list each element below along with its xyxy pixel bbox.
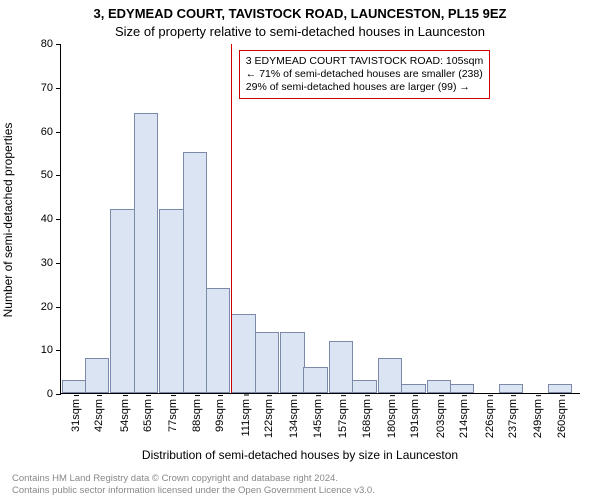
x-tick: 54sqm <box>119 393 131 432</box>
x-tick: 237sqm <box>507 393 519 438</box>
y-tick: 30 <box>41 257 61 269</box>
x-tick: 180sqm <box>386 393 398 438</box>
x-tick: 31sqm <box>70 393 82 432</box>
footer-line-2: Contains public sector information licen… <box>12 485 375 496</box>
histogram-bar <box>499 384 523 393</box>
histogram-bar <box>427 380 451 393</box>
x-tick: 111sqm <box>240 393 252 437</box>
x-tick: 122sqm <box>263 393 275 438</box>
attribution-footer: Contains HM Land Registry data © Crown c… <box>12 473 375 496</box>
x-tick: 65sqm <box>142 393 154 432</box>
annotation-line: 3 EDYMEAD COURT TAVISTOCK ROAD: 105sqm <box>246 55 483 68</box>
x-tick: 99sqm <box>214 393 226 432</box>
histogram-bar <box>303 367 327 393</box>
chart-title-main: 3, EDYMEAD COURT, TAVISTOCK ROAD, LAUNCE… <box>0 6 600 21</box>
histogram-bar <box>206 288 230 393</box>
y-tick: 40 <box>41 213 61 225</box>
x-tick: 191sqm <box>409 393 421 438</box>
x-tick: 214sqm <box>458 393 470 438</box>
annotation-line: 29% of semi-detached houses are larger (… <box>246 81 483 94</box>
y-axis-label: Number of semi-detached properties <box>1 123 15 318</box>
y-tick: 10 <box>41 344 61 356</box>
y-tick: 70 <box>41 82 61 94</box>
annotation-box: 3 EDYMEAD COURT TAVISTOCK ROAD: 105sqm← … <box>239 50 490 99</box>
x-tick: 134sqm <box>288 393 300 438</box>
histogram-bar <box>183 152 207 393</box>
histogram-bar <box>231 314 255 393</box>
histogram-bar <box>450 384 474 393</box>
chart-container: 3, EDYMEAD COURT, TAVISTOCK ROAD, LAUNCE… <box>0 0 600 500</box>
x-tick: 203sqm <box>435 393 447 438</box>
y-tick: 20 <box>41 301 61 313</box>
x-tick: 145sqm <box>312 393 324 438</box>
y-tick: 0 <box>47 388 61 400</box>
histogram-bar <box>110 209 134 393</box>
x-axis-label: Distribution of semi-detached houses by … <box>0 448 600 462</box>
x-tick: 260sqm <box>556 393 568 438</box>
footer-line-1: Contains HM Land Registry data © Crown c… <box>12 473 375 484</box>
histogram-bar <box>329 341 353 394</box>
y-tick: 80 <box>41 38 61 50</box>
histogram-bar <box>159 209 183 393</box>
histogram-bar <box>134 113 158 393</box>
x-tick: 42sqm <box>93 393 105 432</box>
annotation-line: ← 71% of semi-detached houses are smalle… <box>246 68 483 81</box>
chart-title-sub: Size of property relative to semi-detach… <box>0 24 600 39</box>
histogram-bar <box>548 384 572 393</box>
histogram-bar <box>62 380 86 393</box>
x-tick: 77sqm <box>167 393 179 432</box>
y-tick: 60 <box>41 126 61 138</box>
plot-area: 0102030405060708031sqm42sqm54sqm65sqm77s… <box>60 44 580 394</box>
histogram-bar <box>280 332 304 393</box>
histogram-bar <box>352 380 376 393</box>
x-tick: 157sqm <box>337 393 349 438</box>
x-tick: 88sqm <box>191 393 203 432</box>
histogram-bar <box>401 384 425 393</box>
x-tick: 168sqm <box>361 393 373 438</box>
x-tick: 226sqm <box>484 393 496 438</box>
y-tick: 50 <box>41 169 61 181</box>
histogram-bar <box>255 332 279 393</box>
histogram-bar <box>378 358 402 393</box>
histogram-bar <box>85 358 109 393</box>
x-tick: 249sqm <box>532 393 544 438</box>
reference-line <box>231 44 232 393</box>
